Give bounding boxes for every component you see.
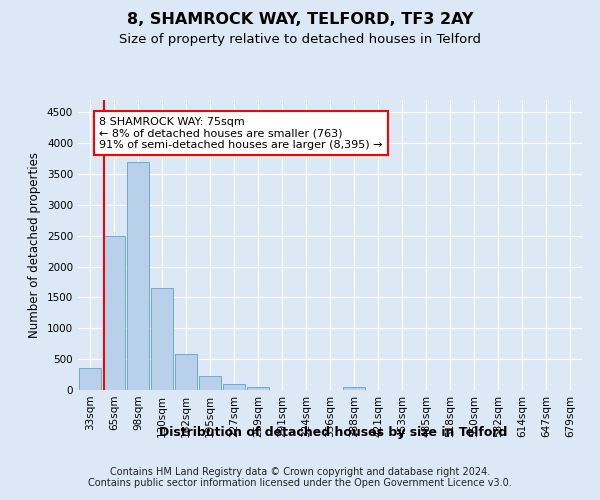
Bar [223,384,245,390]
Bar [103,236,125,390]
Bar [175,354,197,390]
Text: 8, SHAMROCK WAY, TELFORD, TF3 2AY: 8, SHAMROCK WAY, TELFORD, TF3 2AY [127,12,473,28]
Text: Contains HM Land Registry data © Crown copyright and database right 2024.
Contai: Contains HM Land Registry data © Crown c… [88,466,512,488]
Bar [343,386,365,390]
Bar [151,288,173,390]
Bar [127,162,149,390]
Bar [199,376,221,390]
Bar [247,386,269,390]
Text: Distribution of detached houses by size in Telford: Distribution of detached houses by size … [159,426,507,439]
Y-axis label: Number of detached properties: Number of detached properties [28,152,41,338]
Bar [79,368,101,390]
Text: 8 SHAMROCK WAY: 75sqm
← 8% of detached houses are smaller (763)
91% of semi-deta: 8 SHAMROCK WAY: 75sqm ← 8% of detached h… [99,116,383,150]
Text: Size of property relative to detached houses in Telford: Size of property relative to detached ho… [119,32,481,46]
